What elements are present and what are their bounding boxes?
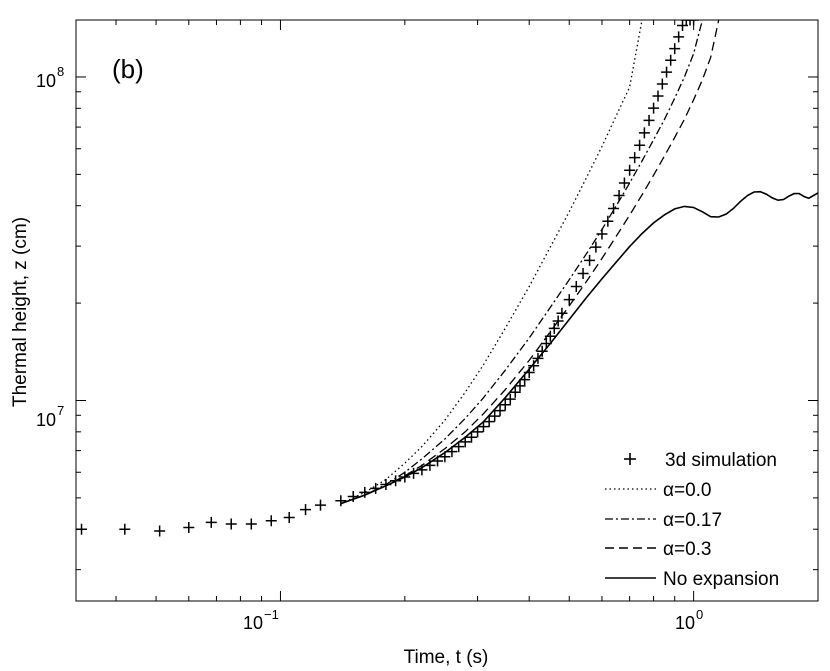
legend-label-no-expansion: No expansion [663, 569, 779, 590]
y-axis-label: Thermal height, z (cm) [10, 217, 31, 407]
x-tick-label-1-exp: 0 [696, 607, 703, 622]
x-axis-label: Time, t (s) [404, 647, 489, 668]
data-point [656, 78, 668, 90]
data-point [494, 405, 506, 417]
data-point [638, 127, 650, 139]
data-point [552, 315, 564, 327]
data-point [119, 523, 131, 535]
data-point [472, 426, 484, 438]
legend-label-3d-simulation: 3d simulation [665, 450, 777, 471]
data-point [684, 20, 696, 26]
legend-marker-3d-simulation [624, 453, 636, 465]
data-point [183, 521, 195, 533]
x-tick-label-1: 10 [675, 613, 695, 633]
x-tick-label-0.1-exp: −1 [264, 607, 279, 622]
data-point [652, 90, 664, 102]
plot-area [75, 19, 819, 602]
series-line-dashdot [340, 20, 704, 505]
data-point [359, 486, 371, 498]
legend-label-alpha-0: α=0.0 [663, 480, 712, 501]
data-point [643, 114, 655, 126]
y-tick-label-1e8-exp: 8 [57, 64, 64, 79]
data-point [483, 416, 495, 428]
data-point [76, 523, 88, 535]
y-tick-label-1e8-base: 10 [36, 71, 56, 91]
data-point [245, 518, 257, 530]
data-point [613, 190, 625, 202]
x-tick-label-0.1-base: 10 [243, 613, 263, 633]
data-point [669, 43, 681, 55]
series-layer [76, 20, 818, 537]
data-point [536, 345, 548, 357]
series-line-dotted [340, 20, 643, 505]
data-point [680, 20, 692, 26]
panel-label: (b) [112, 54, 144, 84]
data-point [477, 421, 489, 433]
data-point [489, 410, 501, 422]
data-point [205, 516, 217, 528]
data-point [618, 177, 630, 189]
data-point [509, 386, 521, 398]
data-point [466, 431, 478, 443]
data-point [528, 360, 540, 372]
data-point [602, 215, 614, 227]
series-line-solid [340, 190, 818, 505]
data-point [347, 490, 359, 502]
series-line-dashed [340, 20, 720, 505]
data-point [283, 511, 295, 523]
data-point [225, 518, 237, 530]
data-point [499, 399, 511, 411]
data-point [314, 499, 326, 511]
data-point [584, 254, 596, 266]
data-point [608, 203, 620, 215]
data-point [688, 20, 700, 26]
data-point [300, 504, 312, 516]
data-point [548, 322, 560, 334]
data-point [624, 164, 636, 176]
data-point [661, 66, 673, 78]
legend-label-alpha-0.17: α=0.17 [663, 510, 722, 531]
data-point [577, 267, 589, 279]
data-point [514, 380, 526, 392]
axis-ticks [76, 20, 819, 601]
data-point [570, 281, 582, 293]
y-tick-label-1e7-exp: 7 [57, 403, 64, 418]
legend-label-alpha-0.3: α=0.3 [663, 539, 712, 560]
data-point [265, 515, 277, 527]
data-point [673, 31, 685, 43]
data-point [665, 54, 677, 66]
data-point [648, 102, 660, 114]
y-tick-label-1e7-base: 10 [36, 410, 56, 430]
data-point [154, 525, 166, 537]
data-point [590, 241, 602, 253]
data-point [634, 139, 646, 151]
legend: 3d simulation α=0.0 α=0.17 α=0.3 No expa… [605, 450, 779, 590]
data-point [335, 495, 347, 507]
data-point [504, 393, 516, 405]
data-point [629, 152, 641, 164]
